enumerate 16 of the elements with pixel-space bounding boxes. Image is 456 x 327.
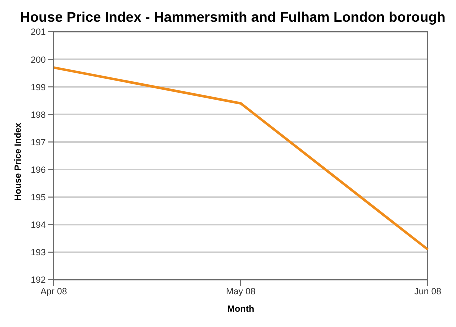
- chart-title: House Price Index - Hammersmith and Fulham London borough: [19, 8, 447, 27]
- x-tick-label: May 08: [226, 286, 256, 296]
- x-tick-label: Apr 08: [40, 286, 68, 296]
- y-tick-label: 194: [30, 220, 46, 230]
- x-tick-label: Jun 08: [414, 286, 442, 296]
- y-tick-label: 200: [30, 54, 46, 65]
- x-axis-title: Month: [228, 304, 254, 314]
- y-axis-title: House Price Index: [13, 122, 24, 201]
- y-tick-label: 199: [30, 82, 46, 92]
- y-tick-label: 192: [30, 275, 46, 286]
- y-tick-label: 198: [30, 110, 46, 120]
- y-tick-label: 195: [30, 192, 46, 203]
- y-tick-label: 196: [30, 164, 46, 175]
- y-tick-label: 197: [30, 137, 46, 148]
- y-tick-label: 201: [30, 27, 46, 38]
- y-tick-label: 193: [30, 248, 46, 258]
